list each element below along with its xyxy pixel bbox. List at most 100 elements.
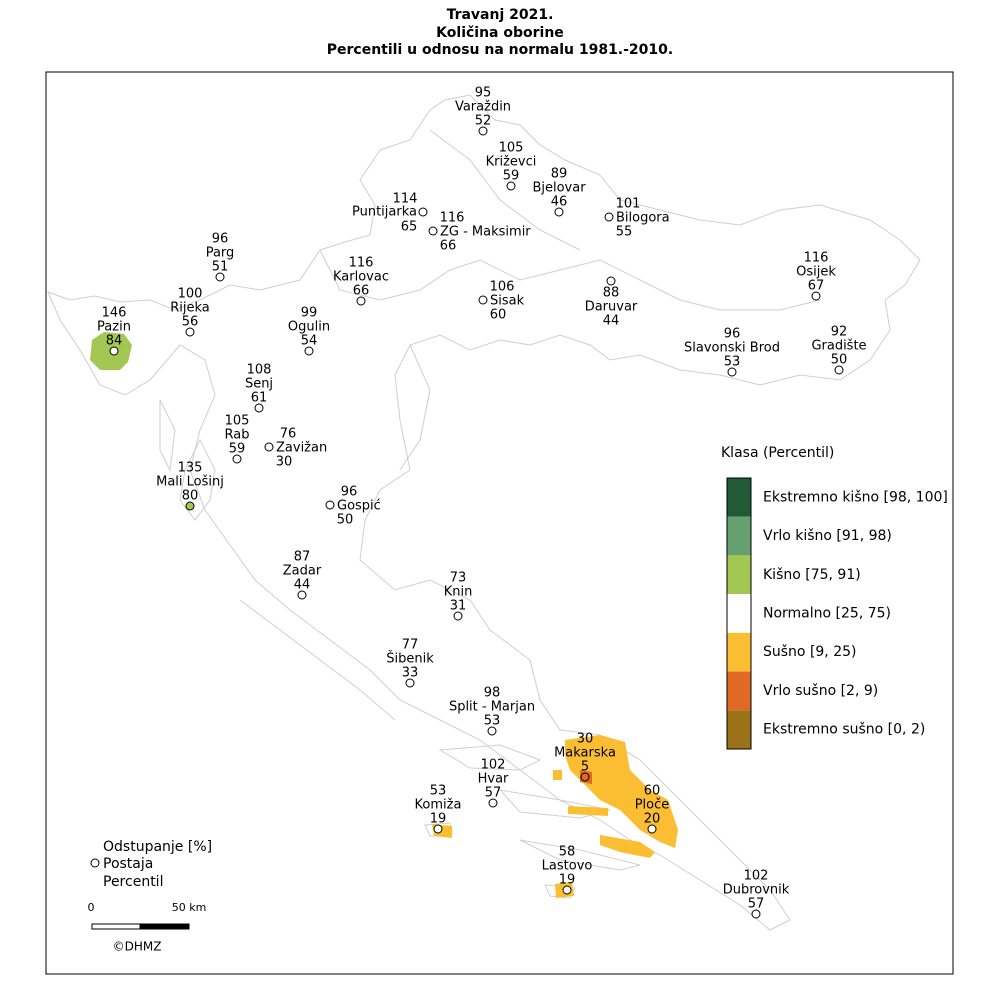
key-text: Postaja — [103, 856, 153, 872]
station-percentile: 60 — [490, 308, 507, 323]
station-name: Gradište — [811, 339, 866, 354]
station-percentile: 57 — [748, 897, 765, 912]
dry-area — [568, 806, 608, 816]
station-symbol — [478, 126, 488, 136]
station-symbol — [562, 885, 572, 895]
title-line: Percentili u odnosu na normalu 1981.-201… — [327, 42, 673, 58]
station-name: ZG - Maksimir — [440, 225, 531, 240]
legend-swatch — [727, 671, 751, 711]
legend-border — [726, 477, 752, 750]
station-symbol — [751, 909, 761, 919]
station-name: Šibenik — [386, 651, 434, 667]
station-name: Karlovac — [333, 270, 389, 285]
station-deviation: 146 — [102, 306, 127, 321]
legend-label: Kišno [75, 91) — [763, 567, 861, 583]
legend-swatch — [727, 516, 751, 556]
legend-label: Ekstremno sušno [0, 2) — [763, 722, 925, 738]
station-percentile: 84 — [106, 334, 123, 349]
key-text: Odstupanje [%] — [103, 839, 212, 855]
station-symbol — [418, 207, 428, 217]
scale-bar — [91, 923, 141, 930]
station-name: Gospić — [337, 499, 381, 514]
station-percentile: 54 — [301, 334, 318, 349]
station-symbol — [356, 296, 366, 306]
station-symbol — [264, 442, 274, 452]
station-name: Senj — [245, 377, 273, 392]
station-symbol — [647, 824, 657, 834]
legend-swatch — [727, 710, 751, 749]
station-deviation: 92 — [831, 325, 848, 340]
station-percentile: 57 — [485, 786, 502, 801]
station-symbol — [428, 226, 438, 236]
legend-label: Vrlo sušno [2, 9) — [763, 683, 878, 699]
station-percentile: 44 — [294, 578, 311, 593]
station-symbol — [254, 403, 264, 413]
precipitation-areas — [90, 332, 678, 898]
station-name: Bilogora — [616, 211, 670, 226]
station-name: Rijeka — [170, 301, 210, 316]
station-deviation: 73 — [450, 571, 467, 586]
station-symbol — [506, 181, 516, 191]
station-name: Bjelovar — [532, 181, 586, 196]
legend: Ekstremno kišno [98, 100] Vrlo kišno [91,… — [726, 477, 948, 750]
station-name: Osijek — [796, 265, 836, 280]
station-symbol — [405, 678, 415, 688]
station-deviation: 108 — [247, 363, 272, 378]
station-percentile: 33 — [402, 666, 419, 681]
station-symbol — [297, 590, 307, 600]
legend-title: Klasa (Percentil) — [721, 445, 834, 461]
station-percentile: 66 — [440, 239, 457, 254]
station-percentile: 52 — [475, 114, 492, 129]
station-percentile: 53 — [724, 355, 741, 370]
station-symbol — [478, 295, 488, 305]
station-symbol — [185, 327, 195, 337]
station-deviation: 105 — [499, 141, 524, 156]
credit: ©DHMZ — [113, 940, 162, 954]
station-deviation: 89 — [551, 167, 568, 182]
station-name: Slavonski Brod — [684, 341, 780, 356]
station-percentile: 80 — [182, 489, 199, 504]
station-name: Zadar — [283, 564, 322, 579]
legend-label: Ekstremno kišno [98, 100] — [763, 489, 948, 505]
station-symbol — [232, 454, 242, 464]
station-deviation: 95 — [475, 86, 492, 101]
station-deviation: 96 — [212, 232, 229, 247]
station-deviation: 100 — [178, 287, 203, 302]
legend-swatch — [727, 594, 751, 633]
key-text: Percentil — [103, 874, 163, 890]
station-name: Mali Lošinj — [156, 475, 224, 490]
station-deviation: 30 — [577, 732, 594, 747]
station-name: Parg — [206, 246, 235, 261]
station-deviation: 102 — [481, 758, 506, 773]
station-percentile: 19 — [559, 873, 576, 888]
station-name: Ogulin — [288, 320, 330, 335]
station-name: Split - Marjan — [449, 700, 535, 715]
station-symbol — [554, 207, 564, 217]
station-name: Rab — [225, 428, 250, 443]
station-name: Puntijarka — [352, 205, 417, 220]
country-outline — [47, 94, 921, 931]
station-deviation: 98 — [484, 686, 501, 701]
station-percentile: 50 — [831, 353, 848, 368]
station-percentile: 59 — [229, 442, 246, 457]
station-percentile: 20 — [644, 812, 661, 827]
legend-label: Normalno [25, 75) — [763, 606, 891, 622]
station-percentile: 56 — [182, 315, 199, 330]
station-percentile: 44 — [603, 314, 620, 329]
title-line: Travanj 2021. — [447, 7, 554, 23]
dry-area — [553, 770, 562, 780]
legend-label: Sušno [9, 25) — [763, 644, 857, 660]
station-symbol — [304, 346, 314, 356]
legend-swatch — [727, 555, 751, 595]
station-deviation: 76 — [280, 427, 297, 442]
station-percentile: 46 — [551, 195, 568, 210]
station-percentile: 31 — [450, 599, 467, 614]
station-name: Ploče — [635, 798, 670, 813]
station-percentile: 51 — [212, 260, 229, 275]
station-symbol — [433, 824, 443, 834]
dry-area — [565, 735, 678, 848]
station-symbol — [215, 272, 225, 282]
key-station-symbol — [90, 858, 100, 868]
station-name: Makarska — [554, 746, 616, 761]
station-name: Zavižan — [276, 441, 327, 456]
